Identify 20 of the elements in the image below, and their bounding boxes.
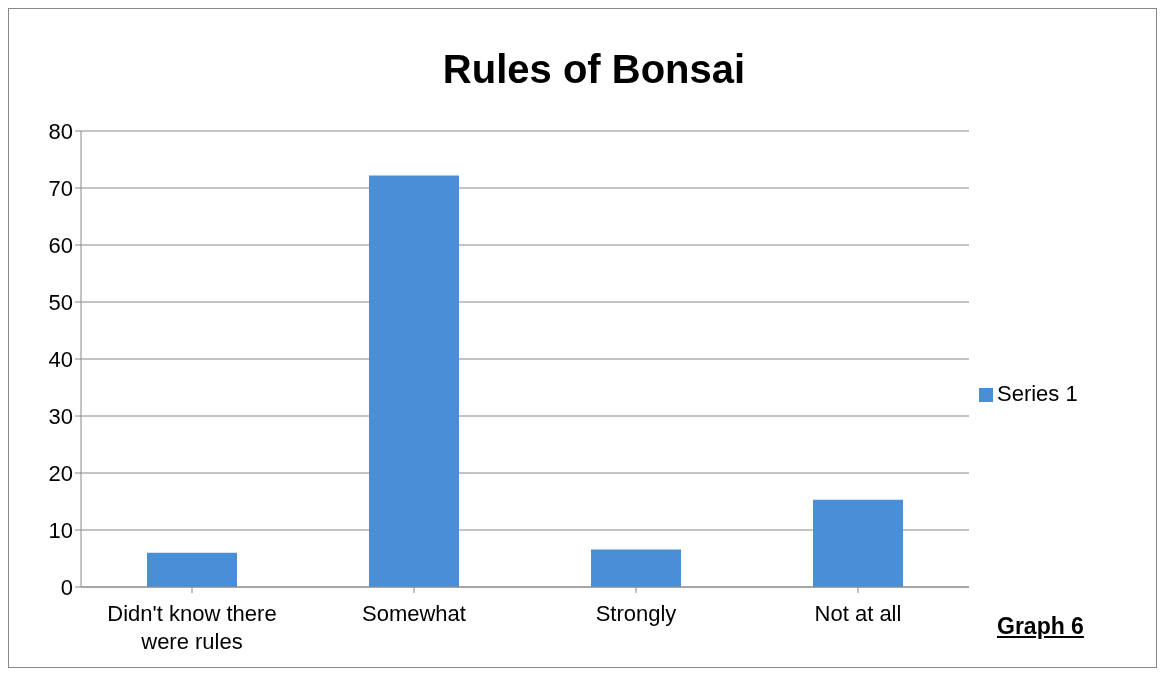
y-tick-label: 20 — [48, 460, 73, 486]
legend-label: Series 1 — [997, 381, 1078, 406]
bar — [369, 175, 459, 587]
y-tick-label: 60 — [48, 232, 73, 258]
caption: Graph 6 — [997, 613, 1084, 640]
bar — [813, 499, 903, 587]
x-tick-label: Strongly — [595, 601, 677, 626]
y-tick-label: 80 — [48, 118, 73, 144]
bar — [591, 549, 681, 587]
y-tick-label: 70 — [48, 175, 73, 201]
bar — [147, 552, 237, 587]
x-tick-label: Didn't know there were rules — [107, 601, 277, 654]
y-tick-label: 40 — [48, 346, 73, 372]
x-tick-label: Not at all — [814, 601, 902, 626]
y-tick-label: 10 — [48, 517, 73, 543]
y-tick-label: 30 — [48, 403, 73, 429]
y-tick-label: 0 — [60, 574, 73, 600]
chart-title: Rules of Bonsai — [441, 47, 747, 92]
y-tick-label: 50 — [48, 289, 73, 315]
x-tick-label: Somewhat — [362, 601, 466, 626]
